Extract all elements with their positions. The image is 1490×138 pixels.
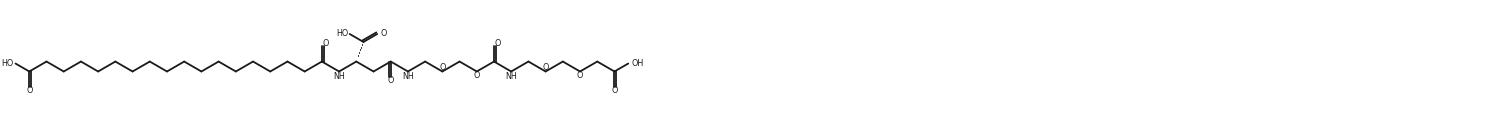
Text: O: O <box>495 39 501 48</box>
Text: NH: NH <box>334 72 346 81</box>
Text: OH: OH <box>632 59 644 68</box>
Text: O: O <box>387 76 393 85</box>
Text: O: O <box>577 71 583 80</box>
Text: O: O <box>611 86 618 95</box>
Text: O: O <box>542 63 548 71</box>
Text: O: O <box>27 86 33 95</box>
Text: O: O <box>322 39 329 48</box>
Text: O: O <box>474 71 480 80</box>
Text: O: O <box>380 30 386 39</box>
Text: O: O <box>440 63 446 71</box>
Text: NH: NH <box>505 72 517 81</box>
Text: NH: NH <box>402 72 414 81</box>
Text: HO: HO <box>335 30 349 39</box>
Text: HO: HO <box>1 59 13 68</box>
